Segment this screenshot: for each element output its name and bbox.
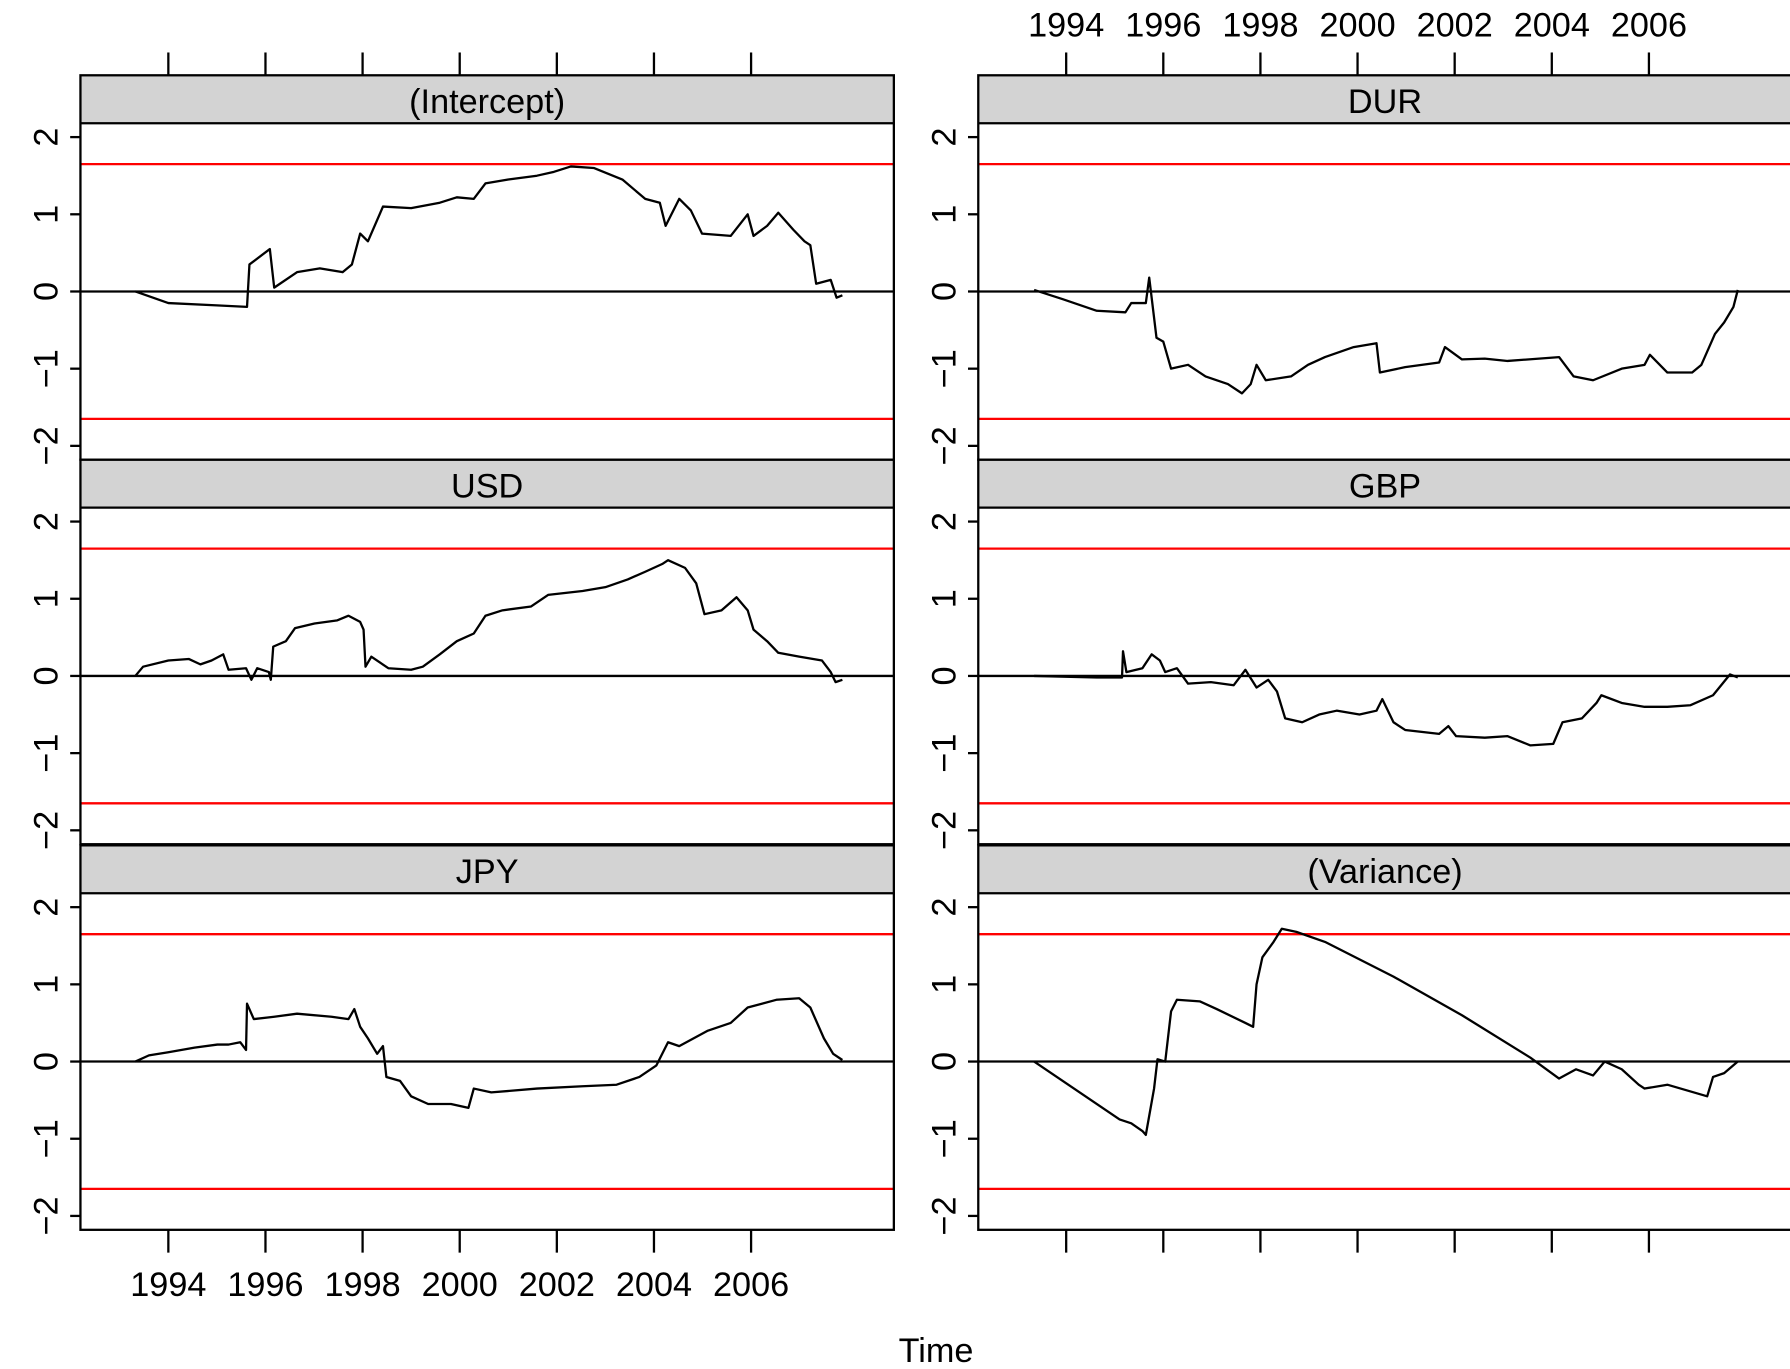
x-tick-label: 1996 bbox=[1125, 7, 1201, 45]
y-tick-label: 0 bbox=[925, 1052, 963, 1071]
y-tick-label: −1 bbox=[28, 734, 66, 773]
y-tick-label: −1 bbox=[28, 349, 66, 388]
y-tick-label: 1 bbox=[28, 205, 66, 224]
data-line bbox=[134, 559, 843, 684]
y-tick-label: 2 bbox=[28, 898, 66, 917]
y-tick-label: 1 bbox=[925, 975, 963, 994]
y-tick-label: 1 bbox=[28, 975, 66, 994]
y-tick-label: 0 bbox=[28, 282, 66, 301]
x-tick-label: 1994 bbox=[1028, 7, 1104, 45]
x-tick-label: 2006 bbox=[1611, 7, 1687, 45]
data-line bbox=[1034, 650, 1739, 747]
y-tick-label: 2 bbox=[925, 512, 963, 531]
y-tick-label: 1 bbox=[925, 589, 963, 608]
panel-title: JPY bbox=[456, 853, 519, 891]
panel-border bbox=[79, 458, 895, 846]
y-tick-label: 2 bbox=[925, 128, 963, 147]
data-line bbox=[1033, 276, 1739, 395]
panel-border bbox=[79, 844, 895, 1231]
y-tick-label: 2 bbox=[925, 898, 963, 917]
y-tick-label: −2 bbox=[28, 426, 66, 465]
x-tick-label: 1998 bbox=[1222, 7, 1298, 45]
panel-border bbox=[977, 74, 1790, 461]
x-axis-label: Time bbox=[899, 1332, 974, 1369]
y-tick-label: 2 bbox=[28, 512, 66, 531]
strip bbox=[978, 459, 1790, 508]
panel-title: USD bbox=[451, 467, 523, 505]
data-line bbox=[1033, 927, 1739, 1137]
x-tick-label: 1994 bbox=[130, 1266, 206, 1304]
panel-border bbox=[977, 844, 1790, 1231]
x-tick-label: 2002 bbox=[519, 1266, 595, 1304]
y-tick-label: −1 bbox=[925, 349, 963, 388]
panel-title: DUR bbox=[1348, 83, 1422, 121]
x-tick-label: 2006 bbox=[713, 1266, 789, 1304]
x-tick-label: 1996 bbox=[227, 1266, 303, 1304]
y-tick-label: −1 bbox=[925, 1119, 963, 1158]
x-tick-label: 2000 bbox=[1319, 7, 1395, 45]
y-tick-label: −2 bbox=[925, 426, 963, 465]
y-tick-label: 0 bbox=[925, 282, 963, 301]
strip bbox=[80, 459, 894, 508]
y-tick-label: −2 bbox=[925, 1196, 963, 1235]
x-tick-label: 2004 bbox=[1514, 7, 1590, 45]
y-tick-label: 2 bbox=[28, 128, 66, 147]
y-tick-label: 1 bbox=[925, 205, 963, 224]
x-tick-label: 2002 bbox=[1417, 7, 1493, 45]
y-tick-label: −2 bbox=[28, 811, 66, 850]
y-tick-label: 0 bbox=[28, 1052, 66, 1071]
y-tick-label: 0 bbox=[925, 666, 963, 685]
y-tick-label: −1 bbox=[925, 734, 963, 773]
panel-title: (Intercept) bbox=[409, 83, 565, 121]
x-tick-label: 2000 bbox=[422, 1266, 498, 1304]
panel-border bbox=[79, 74, 895, 461]
strip bbox=[978, 75, 1790, 124]
x-tick-label: 1998 bbox=[325, 1266, 401, 1304]
y-tick-label: −2 bbox=[28, 1196, 66, 1235]
y-tick-label: 0 bbox=[28, 666, 66, 685]
strip bbox=[80, 845, 894, 894]
panel-border bbox=[977, 458, 1790, 846]
strip bbox=[978, 845, 1790, 894]
panel-title: GBP bbox=[1349, 467, 1421, 505]
y-tick-label: 1 bbox=[28, 589, 66, 608]
x-tick-label: 2004 bbox=[616, 1266, 692, 1304]
data-line bbox=[134, 997, 844, 1110]
strip bbox=[80, 75, 894, 124]
y-tick-label: −1 bbox=[28, 1119, 66, 1158]
data-line bbox=[134, 165, 843, 309]
y-tick-label: −2 bbox=[925, 811, 963, 850]
panel-title: (Variance) bbox=[1307, 853, 1462, 891]
